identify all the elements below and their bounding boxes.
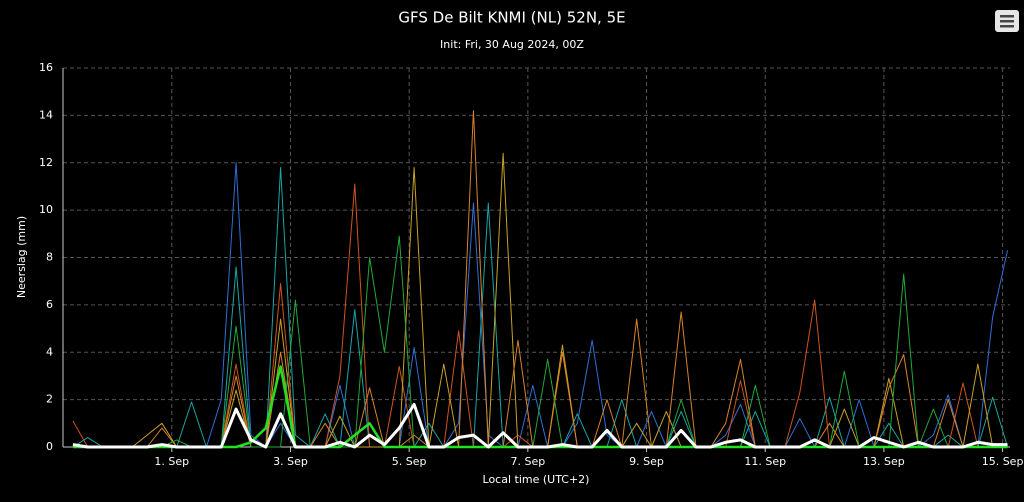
x-tick-label: 11. Sep [744, 455, 786, 468]
menu-bar [1000, 25, 1014, 28]
x-axis-label: Local time (UTC+2) [483, 473, 590, 486]
series-line [72, 183, 1008, 448]
chart-subtitle: Init: Fri, 30 Aug 2024, 00Z [440, 38, 584, 51]
y-tick-label: 4 [46, 345, 53, 358]
menu-bar [1000, 20, 1014, 23]
x-tick-label: 1. Sep [154, 455, 189, 468]
series-line [72, 162, 1009, 448]
series-line [72, 402, 1008, 449]
series-line [72, 110, 1008, 448]
y-tick-label: 2 [46, 393, 53, 406]
y-tick-label: 14 [39, 108, 53, 121]
series-line [72, 235, 1008, 448]
y-axis-label: Neerslag (mm) [15, 216, 28, 298]
menu-bar [1000, 15, 1014, 18]
x-tick-label: 13. Sep [863, 455, 905, 468]
x-tick-label: 5. Sep [392, 455, 427, 468]
x-tick-label: 7. Sep [510, 455, 545, 468]
chart-title: GFS De Bilt KNMI (NL) 52N, 5E [398, 9, 625, 27]
y-tick-label: 12 [39, 156, 53, 169]
menu-button[interactable] [995, 10, 1019, 32]
y-tick-label: 0 [46, 440, 53, 453]
y-tick-label: 8 [46, 251, 53, 264]
y-tick-label: 6 [46, 298, 53, 311]
x-tick-label: 15. Sep [982, 455, 1024, 468]
y-tick-label: 10 [39, 203, 53, 216]
x-tick-label: 9. Sep [629, 455, 664, 468]
series-line [72, 365, 1008, 449]
x-tick-label: 3. Sep [273, 455, 308, 468]
y-tick-label: 16 [39, 61, 53, 74]
